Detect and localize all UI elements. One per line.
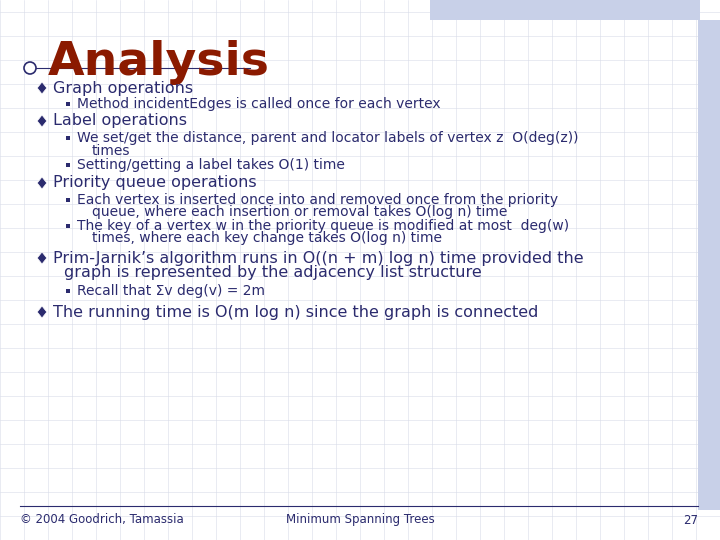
Polygon shape [37,115,47,127]
Text: Recall that Σv deg(v) = 2m: Recall that Σv deg(v) = 2m [77,284,265,298]
Text: The key of a vertex w in the priority queue is modified at most  deg(w): The key of a vertex w in the priority qu… [77,219,569,233]
Text: Each vertex is inserted once into and removed once from the priority: Each vertex is inserted once into and re… [77,193,558,207]
Polygon shape [37,252,47,264]
Bar [66,163,71,167]
Text: times, where each key change takes O(log n) time: times, where each key change takes O(log… [92,231,442,245]
Text: Label operations: Label operations [53,113,187,129]
Text: graph is represented by the adjacency list structure: graph is represented by the adjacency li… [64,265,482,280]
Text: queue, where each insertion or removal takes O(log n) time: queue, where each insertion or removal t… [92,205,508,219]
Bar [66,136,71,140]
Polygon shape [37,306,47,318]
Text: Method incidentEdges is called once for each vertex: Method incidentEdges is called once for … [77,97,441,111]
Polygon shape [37,82,47,94]
Text: Priority queue operations: Priority queue operations [53,176,256,191]
Text: We set/get the distance, parent and locator labels of vertex z  O(deg(z)): We set/get the distance, parent and loca… [77,131,578,145]
Text: Prim-Jarnik’s algorithm runs in O((n + m) log n) time provided the: Prim-Jarnik’s algorithm runs in O((n + m… [53,251,584,266]
Text: Setting/getting a label takes O(1) time: Setting/getting a label takes O(1) time [77,158,345,172]
Bar [66,198,71,202]
Bar [430,0,700,20]
Text: © 2004 Goodrich, Tamassia: © 2004 Goodrich, Tamassia [20,514,184,526]
Bar [66,289,71,293]
Text: 27: 27 [683,514,698,526]
Text: The running time is O(m log n) since the graph is connected: The running time is O(m log n) since the… [53,305,539,320]
Bar [66,102,71,106]
Text: Analysis: Analysis [48,40,270,85]
Bar [66,224,71,228]
Text: times: times [92,144,130,158]
Circle shape [24,62,36,74]
Text: Minimum Spanning Trees: Minimum Spanning Trees [286,514,434,526]
Polygon shape [37,177,47,189]
Text: Graph operations: Graph operations [53,80,193,96]
Bar [698,20,720,510]
